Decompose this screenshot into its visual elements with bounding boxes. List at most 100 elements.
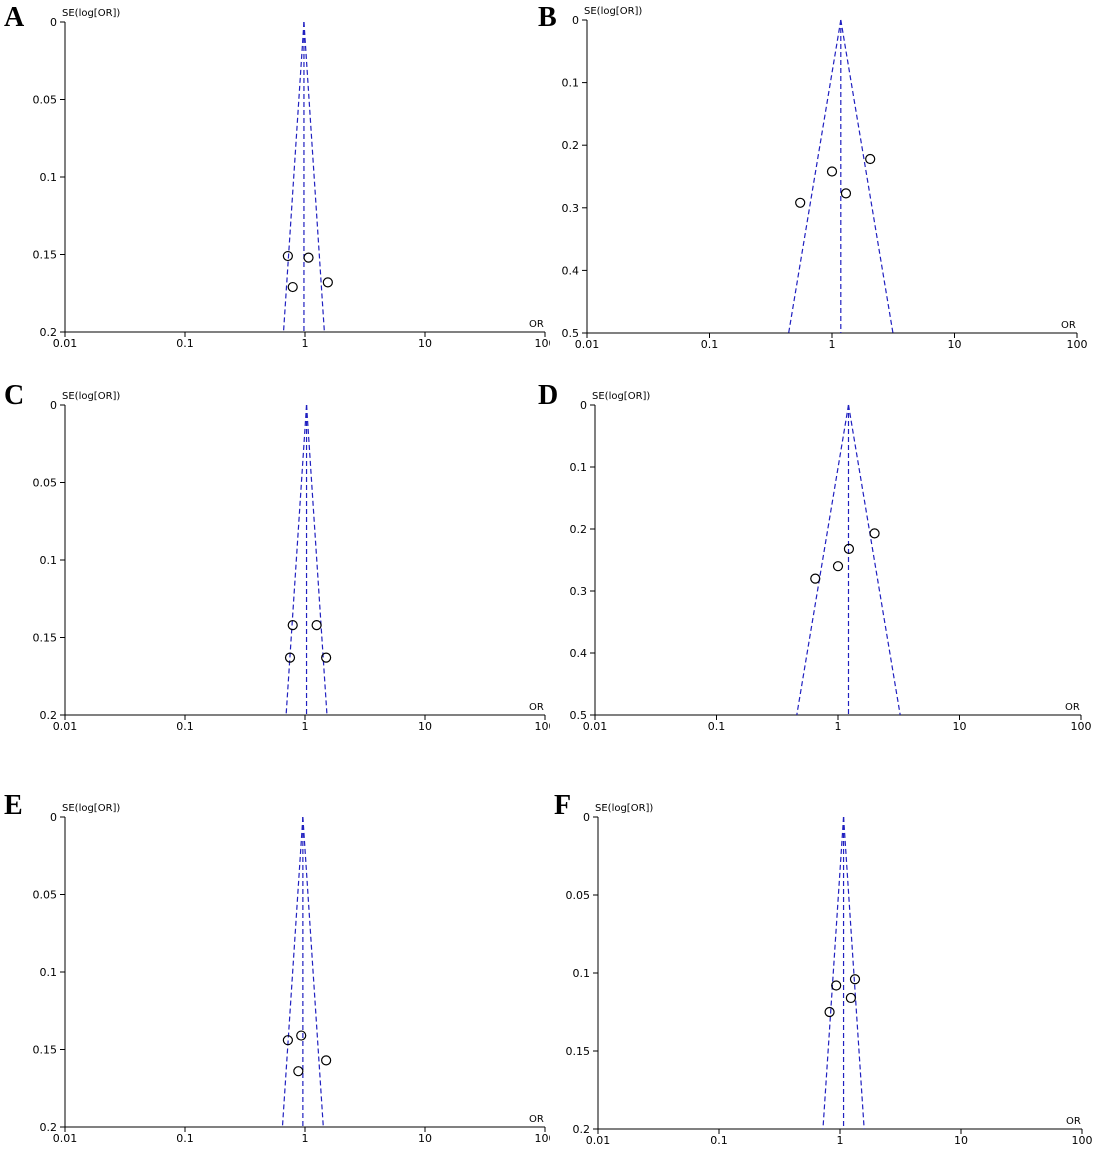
- y-tick-label: 0: [583, 811, 590, 824]
- x-tick-label: 1: [302, 1132, 309, 1145]
- x-axis-title: OR: [529, 702, 544, 713]
- x-tick-label: 100: [535, 720, 551, 733]
- x-tick-label: 0.01: [53, 720, 78, 733]
- study-point: [845, 992, 856, 1004]
- y-tick-label: 0.15: [33, 1044, 58, 1057]
- study-point: [321, 1055, 332, 1066]
- funnel-left-limit: [788, 19, 842, 334]
- panel-letter: B: [538, 2, 557, 33]
- x-tick-label: 100: [535, 337, 551, 350]
- y-tick-label: 0.1: [562, 77, 580, 90]
- funnel-right-limit: [842, 816, 865, 1130]
- panel-letter: A: [4, 2, 25, 33]
- x-tick-label: 0.01: [575, 338, 600, 351]
- x-tick-label: 10: [953, 720, 967, 733]
- x-tick-label: 100: [1072, 1134, 1093, 1146]
- panel-e: E 0 0.05 0.1 0.15 0.20.01 0.1 1 10 100 SE(log[OR]…: [0, 790, 556, 1146]
- x-tick-label: 1: [835, 720, 842, 733]
- study-point: [321, 652, 332, 663]
- y-tick-label: 0.1: [40, 554, 58, 567]
- y-tick-label: 0.15: [566, 1045, 591, 1058]
- study-point: [287, 281, 298, 293]
- funnel-right-limit: [303, 21, 325, 333]
- funnel-right-limit: [840, 19, 894, 334]
- y-tick-label: 0.2: [40, 709, 58, 722]
- panel-f: F 0 0.05 0.1 0.15 0.2 0.01 0.1 1 10 100 SE(log[OR]…: [550, 790, 1100, 1147]
- x-tick-label: 1: [837, 1134, 844, 1146]
- study-point: [865, 153, 876, 165]
- x-tick-label: 0.01: [586, 1134, 611, 1146]
- study-point: [322, 277, 333, 288]
- x-tick-label: 0.1: [176, 1132, 194, 1145]
- x-tick-label: 10: [948, 338, 962, 351]
- x-axis-title: OR: [1065, 702, 1080, 713]
- y-tick-label: 0.2: [562, 139, 580, 152]
- funnel-plot-a: 0 0.05 0.1 0.15 0.20.01 0.1 1 10 100 SE(log[OR]) O…: [33, 8, 556, 350]
- y-axis-title: SE(log[OR]): [62, 803, 120, 814]
- funnel-right-limit: [305, 404, 328, 716]
- study-point: [832, 561, 844, 572]
- funnel-left-limit: [281, 816, 304, 1128]
- y-axis-title: SE(log[OR]): [592, 391, 650, 402]
- x-tick-label: 10: [418, 720, 432, 733]
- y-tick-label: 0.2: [40, 326, 58, 339]
- panel-letter: D: [538, 380, 559, 411]
- study-point: [287, 620, 298, 631]
- y-tick-label: 0.1: [573, 967, 591, 980]
- x-tick-label: 1: [302, 337, 309, 350]
- study-point: [810, 573, 821, 584]
- y-tick-label: 0.15: [33, 632, 58, 645]
- study-point: [293, 1066, 304, 1077]
- x-tick-label: 0.1: [708, 720, 726, 733]
- x-tick-label: 100: [1067, 338, 1088, 351]
- y-tick-label: 0.4: [562, 264, 580, 277]
- funnel-plot-e: 0 0.05 0.1 0.15 0.20.01 0.1 1 10 100 SE(log[OR]) O…: [33, 803, 556, 1145]
- x-axis-title: OR: [529, 319, 544, 330]
- y-tick-label: 0.5: [562, 327, 580, 340]
- y-tick-label: 0: [50, 399, 57, 412]
- funnel-right-limit: [847, 404, 901, 716]
- x-tick-label: 10: [418, 337, 432, 350]
- y-tick-label: 0: [50, 811, 57, 824]
- study-point: [826, 166, 838, 177]
- study-point: [869, 528, 880, 539]
- panel-a: A 0 0.05 0.1 0.15 0.20.01 0.1 1 10 100 SE(log[OR]…: [0, 0, 556, 355]
- x-tick-label: 0.01: [583, 720, 608, 733]
- y-tick-label: 0.05: [33, 889, 58, 902]
- y-axis-title: SE(log[OR]): [584, 6, 642, 17]
- x-axis-title: OR: [1061, 320, 1076, 331]
- y-axis-title: SE(log[OR]): [595, 803, 653, 814]
- y-tick-label: 0.2: [40, 1121, 58, 1134]
- panel-b: B 0 0.1 0.2 0.3 0.4 0.5 0.01 0.1 1 10 100 SE(log[OR…: [538, 0, 1100, 355]
- funnel-plot-c: 0 0.05 0.1 0.15 0.20.01 0.1 1 10 100 SE(log[OR]) O…: [33, 391, 556, 733]
- panel-c: C 0 0.05 0.1 0.15 0.20.01 0.1 1 10 100 SE(log[OR]…: [0, 380, 556, 735]
- x-tick-label: 1: [829, 338, 836, 351]
- y-axis-title: SE(log[OR]): [62, 8, 120, 19]
- x-tick-label: 0.1: [176, 720, 194, 733]
- study-point: [284, 652, 296, 663]
- y-tick-label: 0.2: [570, 523, 588, 536]
- y-tick-label: 0: [580, 399, 587, 412]
- funnel-plot-f: 0 0.05 0.1 0.15 0.20.01 0.1 1 10 100 SE(log[OR]) O…: [566, 803, 1093, 1147]
- funnel-left-limit: [822, 816, 845, 1130]
- y-tick-label: 0.3: [570, 585, 588, 598]
- funnel-plot-d: 0 0.1 0.2 0.3 0.4 0.50.01 0.1 1 10 100 SE(log[OR])…: [570, 391, 1092, 733]
- panel-letter: E: [4, 790, 23, 821]
- x-tick-label: 0.1: [176, 337, 194, 350]
- funnel-plot-b: 0 0.1 0.2 0.3 0.4 0.50.01 0.1 1 10 100 SE(log[OR])…: [562, 6, 1088, 351]
- study-point: [303, 252, 314, 263]
- x-axis-title: OR: [1066, 1116, 1081, 1127]
- study-point: [840, 188, 852, 199]
- x-tick-label: 100: [1071, 720, 1092, 733]
- funnel-left-limit: [285, 404, 308, 716]
- study-point: [282, 1035, 293, 1046]
- funnel-left-limit: [282, 21, 305, 333]
- x-tick-label: 10: [418, 1132, 432, 1145]
- y-tick-label: 0.05: [33, 94, 58, 107]
- x-tick-label: 0.01: [53, 1132, 78, 1145]
- x-tick-label: 100: [535, 1132, 551, 1145]
- study-point: [849, 974, 861, 985]
- x-tick-label: 0.1: [701, 338, 719, 351]
- study-point: [831, 980, 842, 991]
- panel-letter: C: [4, 380, 25, 411]
